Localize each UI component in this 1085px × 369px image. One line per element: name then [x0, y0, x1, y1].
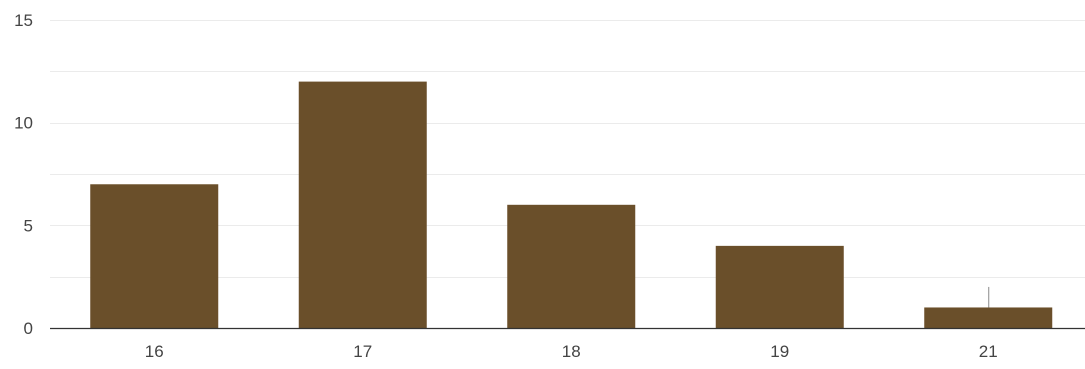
- bar-19[interactable]: [715, 245, 844, 328]
- x-tick-labels: 16 17 18 19 21: [145, 342, 998, 361]
- y-tick-label: 5: [24, 216, 33, 235]
- x-tick-label: 18: [562, 342, 581, 361]
- y-tick-label: 0: [24, 319, 33, 338]
- x-tick-label: 19: [770, 342, 789, 361]
- y-tick-labels: 0 5 10 15: [14, 11, 33, 338]
- bars: [90, 81, 1053, 328]
- x-tick-label: 21: [979, 342, 998, 361]
- bar-21[interactable]: [924, 307, 1053, 328]
- bar-18[interactable]: [507, 204, 636, 328]
- x-tick-label: 17: [353, 342, 372, 361]
- gridlines: [50, 20, 1085, 278]
- y-tick-label: 15: [14, 11, 33, 30]
- x-tick-label: 16: [145, 342, 164, 361]
- bar-17[interactable]: [298, 81, 427, 328]
- bar-16[interactable]: [90, 184, 219, 328]
- y-tick-label: 10: [14, 114, 33, 133]
